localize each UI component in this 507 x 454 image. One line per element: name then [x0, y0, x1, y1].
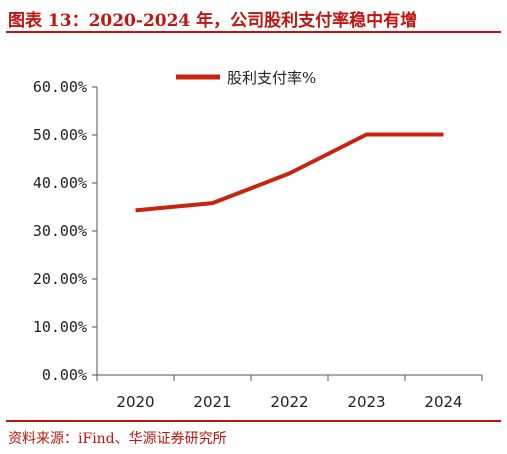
x-tick-label: 2021 [193, 393, 231, 411]
y-tick-label: 20.00% [33, 270, 87, 288]
title-rule [6, 31, 501, 33]
x-tick-label: 2022 [270, 393, 308, 411]
figure-title: 图表 13：2020-2024 年，公司股利支付率稳中有增 [8, 11, 418, 31]
source-rule [6, 420, 501, 422]
x-tick-label: 2024 [424, 393, 462, 411]
y-tick-label: 50.00% [33, 126, 87, 144]
legend-label: 股利支付率% [227, 69, 316, 87]
x-tick-label: 2023 [347, 393, 385, 411]
x-axis: 2020 2021 2022 2023 2024 [96, 374, 483, 411]
source-note: 资料来源：iFind、华源证券研究所 [8, 431, 227, 447]
y-axis: 0.00% 10.00% 20.00% 30.00% 40.00% 50.00% 60.00… [33, 78, 98, 384]
y-tick-label: 40.00% [33, 174, 87, 192]
series-line [135, 132, 444, 213]
y-tick-label: 10.00% [33, 318, 87, 336]
y-tick-label: 0.00% [42, 366, 87, 384]
x-tick-label: 2020 [116, 393, 154, 411]
series-layer [135, 132, 444, 213]
y-tick-label: 30.00% [33, 222, 87, 240]
legend: 股利支付率% [176, 69, 316, 87]
y-tick-label: 60.00% [33, 78, 87, 96]
